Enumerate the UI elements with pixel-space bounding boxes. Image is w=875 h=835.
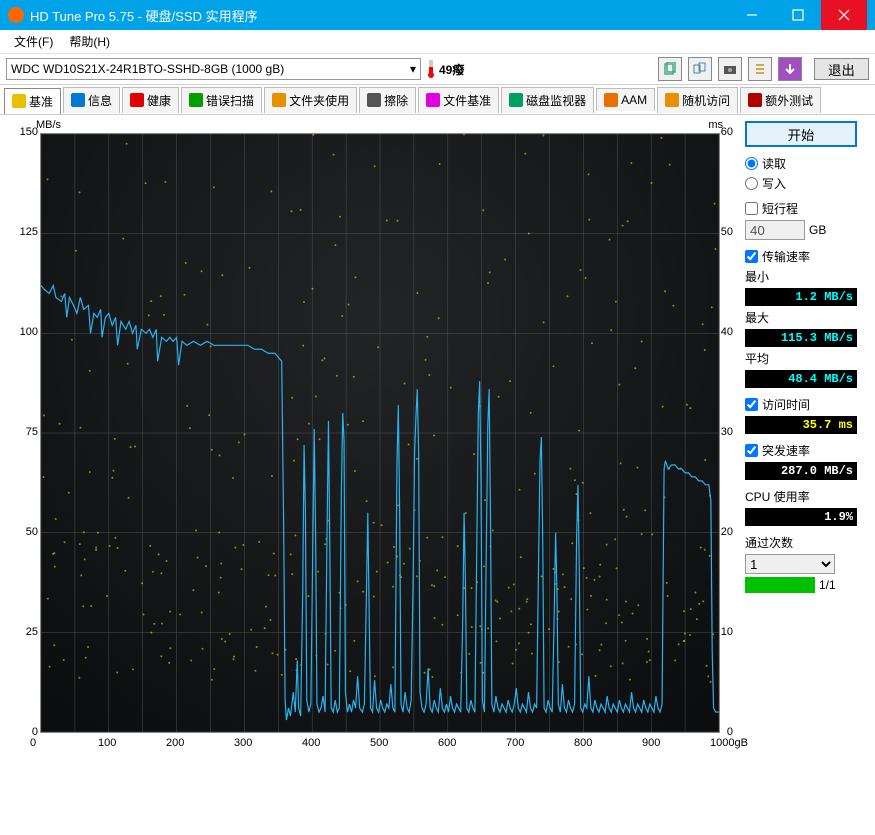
temp-value: 49癈 [439, 61, 464, 78]
menubar: 文件(F) 帮助(H) [0, 30, 875, 54]
chart-canvas [40, 133, 720, 733]
toolbar: WDC WD10S21X-24R1BTO-SSHD-8GB (1000 gB) … [0, 54, 875, 84]
tab-icon [665, 93, 679, 107]
menu-help[interactable]: 帮助(H) [61, 31, 118, 52]
cpu-value: 1.9% [745, 508, 857, 526]
passes-select[interactable]: 1 [745, 554, 835, 574]
copy-button[interactable] [658, 57, 682, 81]
maximize-button[interactable] [775, 0, 821, 30]
chevron-down-icon: ▾ [410, 62, 416, 76]
tab-icon [12, 94, 26, 108]
burst-value: 287.0 MB/s [745, 462, 857, 480]
sidebar: 开始 读取 写入 短行程 GB 传输速率 最小 1.2 MB/s 最大 115.… [737, 115, 865, 835]
tab-4[interactable]: 文件夹使用 [264, 87, 357, 113]
burst-check[interactable]: 突发速率 [745, 442, 857, 459]
thermometer-icon [427, 60, 435, 78]
stroke-input[interactable] [745, 220, 805, 240]
content: MB/s ms 02550751001251500102030405060010… [0, 115, 875, 835]
max-label: 最大 [745, 309, 857, 326]
tab-icon [426, 93, 440, 107]
app-icon [8, 7, 24, 23]
tab-2[interactable]: 健康 [122, 87, 179, 113]
min-label: 最小 [745, 268, 857, 285]
tab-icon [748, 93, 762, 107]
avg-label: 平均 [745, 350, 857, 367]
titlebar: HD Tune Pro 5.75 - 硬盘/SSD 实用程序 [0, 0, 875, 30]
tabbar: 基准信息健康错误扫描文件夹使用擦除文件基准磁盘监视器AAM随机访问额外测试 [0, 85, 875, 115]
close-button[interactable] [821, 0, 867, 30]
menu-file[interactable]: 文件(F) [6, 31, 61, 52]
tab-icon [367, 93, 381, 107]
minimize-button[interactable] [729, 0, 775, 30]
temperature-display: 49癈 [427, 60, 464, 78]
drive-label: WDC WD10S21X-24R1BTO-SSHD-8GB (1000 gB) [11, 62, 284, 76]
screenshot-button[interactable] [718, 57, 742, 81]
short-stroke-check[interactable]: 短行程 [745, 200, 857, 217]
cpu-label: CPU 使用率 [745, 488, 857, 505]
access-value: 35.7 ms [745, 416, 857, 434]
tab-icon [509, 93, 523, 107]
max-value: 115.3 MB/s [745, 329, 857, 347]
tab-3[interactable]: 错误扫描 [181, 87, 262, 113]
save-button[interactable] [778, 57, 802, 81]
passes-label: 通过次数 [745, 534, 857, 551]
tab-7[interactable]: 磁盘监视器 [501, 87, 594, 113]
tab-icon [272, 93, 286, 107]
min-value: 1.2 MB/s [745, 288, 857, 306]
tab-icon [189, 93, 203, 107]
tab-9[interactable]: 随机访问 [657, 87, 738, 113]
write-radio[interactable]: 写入 [745, 175, 857, 192]
tab-icon [71, 93, 85, 107]
drive-select[interactable]: WDC WD10S21X-24R1BTO-SSHD-8GB (1000 gB) … [6, 58, 421, 80]
access-check[interactable]: 访问时间 [745, 396, 857, 413]
progress-bar [745, 577, 815, 593]
transfer-check[interactable]: 传输速率 [745, 248, 857, 265]
copy-all-button[interactable] [688, 57, 712, 81]
tab-icon [604, 93, 618, 107]
chart-panel: MB/s ms 02550751001251500102030405060010… [0, 115, 737, 835]
avg-value: 48.4 MB/s [745, 370, 857, 388]
tab-0[interactable]: 基准 [4, 88, 61, 114]
tab-icon [130, 93, 144, 107]
tab-10[interactable]: 额外测试 [740, 87, 821, 113]
tab-8[interactable]: AAM [596, 88, 655, 111]
tab-6[interactable]: 文件基准 [418, 87, 499, 113]
read-radio[interactable]: 读取 [745, 155, 857, 172]
window-title: HD Tune Pro 5.75 - 硬盘/SSD 实用程序 [30, 6, 258, 25]
tab-5[interactable]: 擦除 [359, 87, 416, 113]
passes-fraction: 1/1 [819, 578, 836, 592]
exit-button[interactable]: 退出 [814, 58, 869, 80]
settings-button[interactable] [748, 57, 772, 81]
y-unit: MB/s [36, 119, 61, 131]
start-button[interactable]: 开始 [745, 121, 857, 147]
tab-1[interactable]: 信息 [63, 87, 120, 113]
stroke-unit: GB [809, 223, 826, 237]
